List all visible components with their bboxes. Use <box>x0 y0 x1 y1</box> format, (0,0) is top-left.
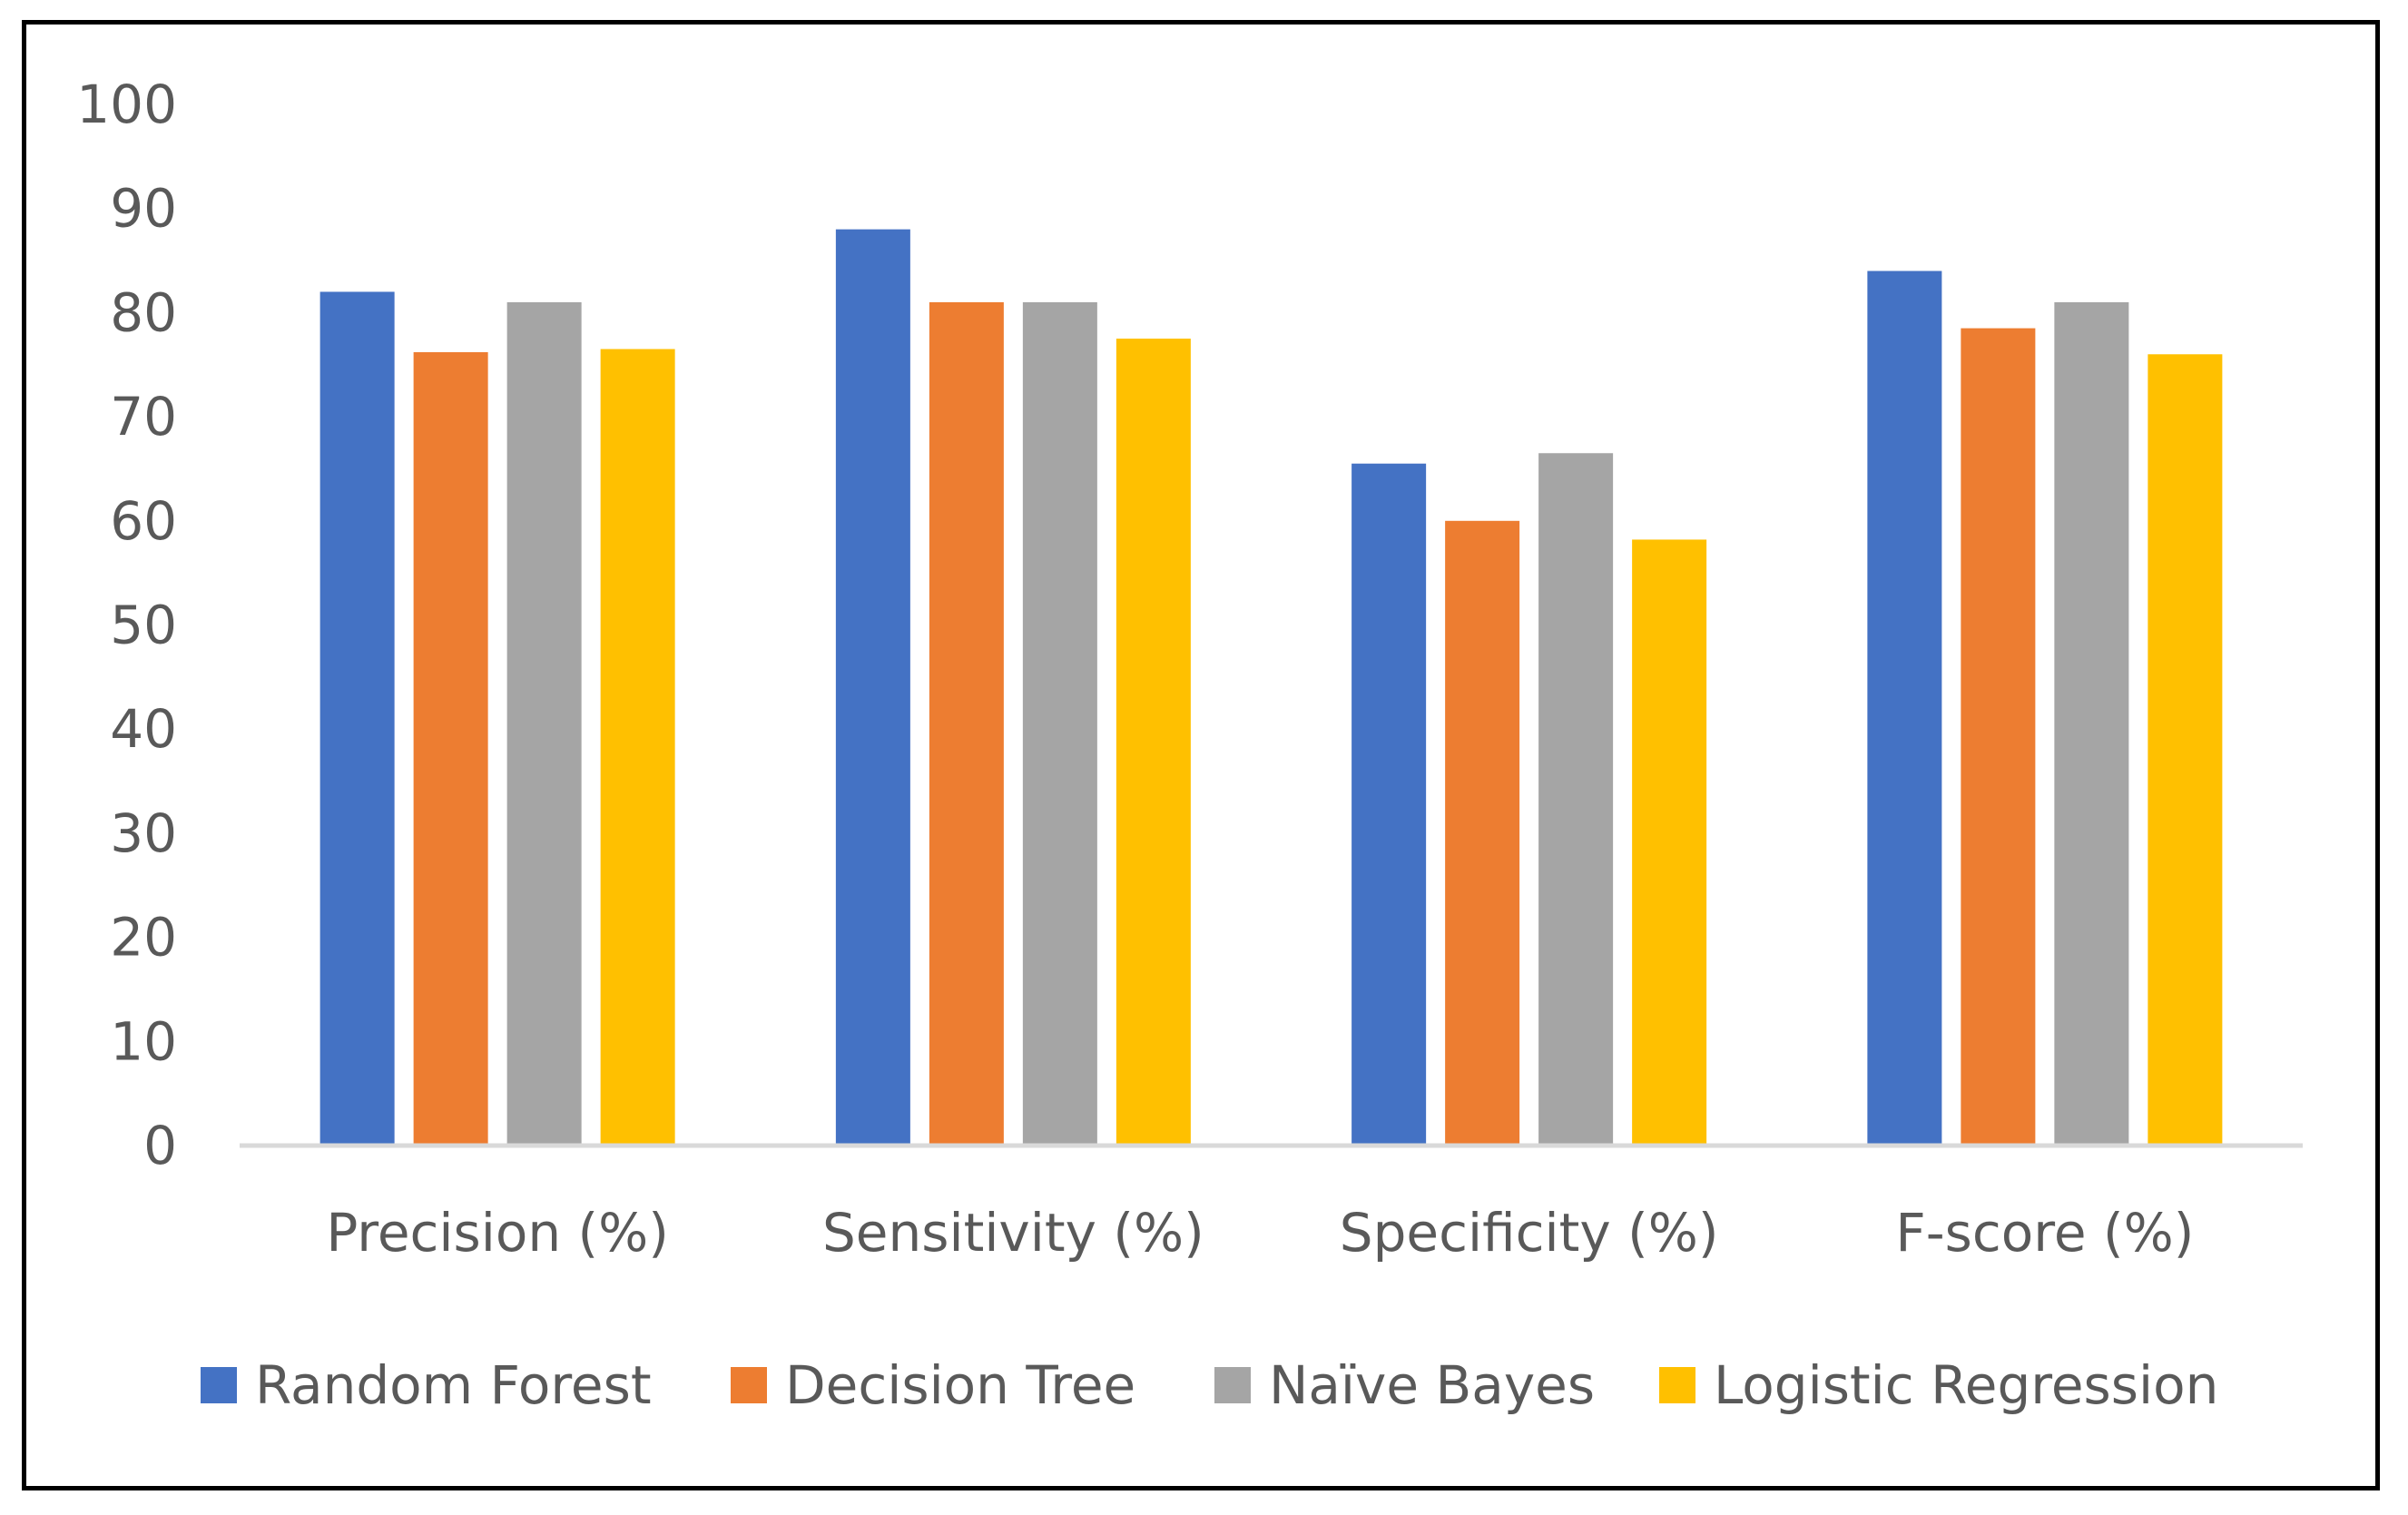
bar-na-ve-bayes-3 <box>1538 453 1614 1146</box>
bar-logistic-regression-3 <box>1632 539 1707 1146</box>
bar-decision-tree-2 <box>929 301 1004 1146</box>
legend-label: Random Forest <box>255 1354 652 1416</box>
legend-swatch <box>1659 1367 1695 1403</box>
y-tick-label: 70 <box>110 386 177 448</box>
bar-random-forest-2 <box>835 229 910 1146</box>
bar-logistic-regression-4 <box>2148 354 2223 1146</box>
y-tick-label: 90 <box>110 178 177 240</box>
y-tick-label: 0 <box>143 1115 177 1176</box>
bar-decision-tree-4 <box>1961 328 2036 1146</box>
y-tick-label: 30 <box>110 802 177 864</box>
legend-swatch <box>201 1367 237 1403</box>
y-tick-label: 100 <box>76 74 177 135</box>
y-tick-label: 60 <box>110 490 177 552</box>
legend: Random Forest Decision Tree Naïve Bayes Log… <box>201 1354 2218 1416</box>
bar-decision-tree-3 <box>1445 520 1520 1146</box>
legend-label: Naïve Bayes <box>1269 1354 1595 1416</box>
x-category-label: Sensitivity (%) <box>822 1202 1204 1264</box>
bar-random-forest-1 <box>319 291 395 1146</box>
legend-swatch <box>731 1367 767 1403</box>
y-tick-label: 80 <box>110 281 177 343</box>
bars-group <box>319 229 2223 1146</box>
bar-random-forest-3 <box>1351 463 1427 1146</box>
legend-swatch <box>1214 1367 1251 1403</box>
y-tick-label: 50 <box>110 595 177 656</box>
bar-decision-tree-1 <box>413 351 488 1146</box>
category-labels: Precision (%) Sensitivity (%) Specificity … <box>326 1202 2194 1264</box>
y-tick-label: 10 <box>110 1010 177 1072</box>
bar-logistic-regression-1 <box>600 349 675 1146</box>
legend-label: Decision Tree <box>785 1354 1135 1416</box>
bar-na-ve-bayes-1 <box>506 301 582 1146</box>
x-category-label: Precision (%) <box>326 1202 669 1264</box>
bar-random-forest-4 <box>1867 271 1942 1146</box>
y-tick-label: 40 <box>110 698 177 760</box>
bar-na-ve-bayes-4 <box>2054 301 2129 1146</box>
y-axis-ticks: 0 10 20 30 40 50 60 70 80 90 100 <box>76 74 177 1176</box>
bar-logistic-regression-2 <box>1116 339 1191 1146</box>
legend-label: Logistic Regression <box>1714 1354 2218 1416</box>
y-tick-label: 20 <box>110 907 177 969</box>
x-category-label: Specificity (%) <box>1340 1202 1719 1264</box>
bar-na-ve-bayes-2 <box>1022 301 1097 1146</box>
x-category-label: F-score (%) <box>1895 1202 2194 1264</box>
